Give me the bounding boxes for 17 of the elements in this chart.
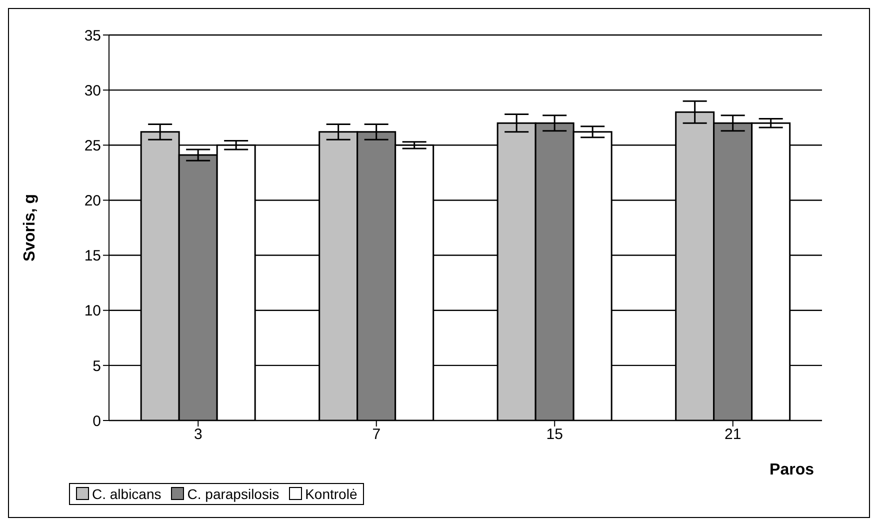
y-tick-label: 35 bbox=[84, 27, 101, 44]
y-tick-label: 10 bbox=[84, 302, 101, 320]
legend-label: C. parapsilosis bbox=[187, 486, 280, 502]
y-tick-label: 0 bbox=[92, 412, 101, 430]
y-tick-label: 20 bbox=[84, 192, 101, 210]
y-tick-label: 30 bbox=[84, 82, 101, 100]
y-tick-label: 15 bbox=[84, 248, 101, 265]
x-tick-label: 7 bbox=[372, 426, 381, 444]
legend-label: C. albicans bbox=[92, 486, 162, 502]
legend-label: Kontrolė bbox=[305, 486, 358, 502]
x-tick-label: 15 bbox=[546, 426, 563, 444]
y-tick-label: 25 bbox=[84, 137, 101, 154]
x-tick-label: 21 bbox=[724, 426, 742, 444]
x-tick-label: 3 bbox=[194, 426, 202, 444]
y-tick-label: 5 bbox=[92, 358, 101, 375]
y-axis-title: Svoris, g bbox=[22, 194, 39, 262]
x-axis-title: Paros bbox=[770, 462, 814, 478]
